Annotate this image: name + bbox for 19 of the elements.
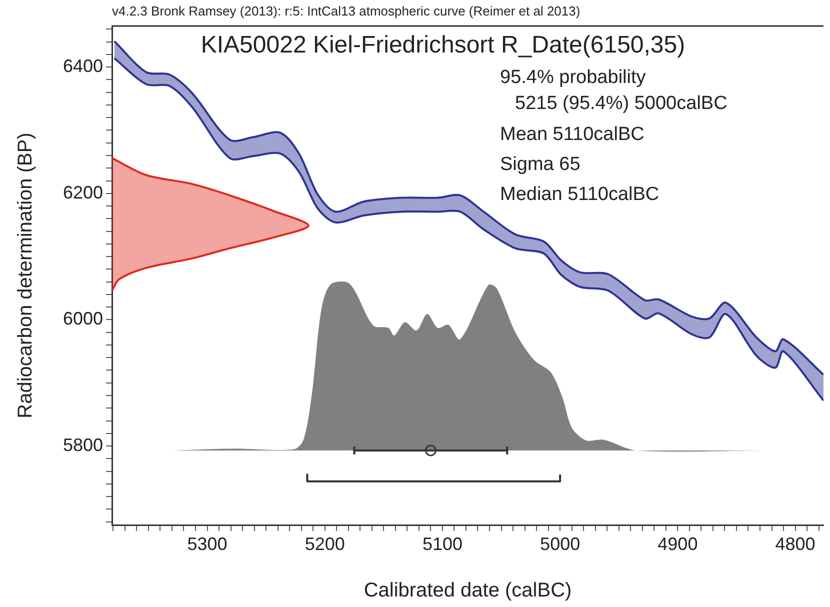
annotation: Sigma 65 — [500, 154, 580, 176]
y-axis-title: Radiocarbon determination (BP) — [14, 132, 37, 418]
x-tick-label: 5200 — [304, 534, 345, 554]
x-axis-title: Calibrated date (calBC) — [364, 580, 572, 602]
x-tick-label: 5000 — [540, 534, 580, 554]
text: v4.2.3 Bronk Ramsey (2013): r:5: IntCal13 atmospheric curve (Reimer et al 2013) — [112, 4, 580, 19]
annotation: 95.4% probability — [500, 67, 646, 88]
x-tick-label: 5100 — [422, 534, 462, 554]
x-tick-label: 5300 — [187, 534, 228, 554]
y-tick-label: 6200 — [62, 182, 103, 202]
chart-title: KIA50022 Kiel-Friedrichsort R_Date(6150,35) — [200, 32, 686, 59]
annotation: Median 5110calBC — [500, 184, 660, 206]
x-tick-label: 4900 — [658, 534, 698, 554]
annotation: 5215 (95.4%) 5000calBC — [515, 93, 728, 114]
x-tick-label: 4800 — [775, 534, 816, 554]
y-tick-label: 6000 — [62, 308, 103, 329]
y-tick-label: 6400 — [62, 56, 103, 76]
y-tick-label: 5800 — [62, 435, 103, 456]
annotation: Mean 5110calBC — [500, 124, 644, 146]
